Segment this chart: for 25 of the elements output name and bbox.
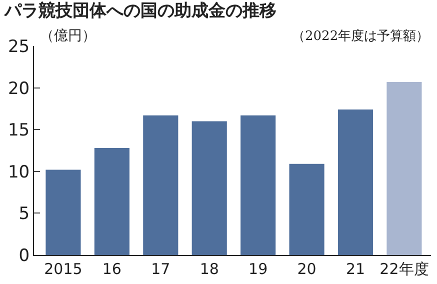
x-tick-label: 22年度: [380, 260, 429, 278]
bar: [94, 148, 130, 255]
text: （2022年度は予算額）: [292, 28, 430, 44]
y-tick-label: 5: [18, 204, 30, 224]
y-axis-title: （億円）: [40, 28, 96, 44]
x-tick-label: 19: [248, 260, 268, 278]
x-tick-label: 18: [200, 260, 219, 278]
y-tick-label: 0: [18, 246, 30, 266]
y-tick-label: 25: [8, 36, 30, 57]
y-tick-label: 10: [8, 162, 30, 182]
bar: [240, 115, 276, 255]
bar: [289, 164, 324, 255]
x-tick-label: 21: [346, 260, 366, 278]
bar: [192, 121, 227, 255]
bar: [386, 82, 422, 255]
x-tick-label: 2015: [44, 260, 82, 278]
x-tick-label: 16: [102, 260, 122, 278]
x-tick-label: 17: [151, 260, 170, 278]
y-tick-label: 15: [8, 120, 30, 141]
bar: [143, 115, 178, 255]
y-tick-label: 20: [8, 78, 30, 99]
bar: [46, 170, 81, 255]
bar: [338, 110, 374, 255]
x-tick-label: 20: [297, 260, 316, 278]
chart-title: パラ競技団体への国の助成金の推移: [3, 1, 276, 22]
